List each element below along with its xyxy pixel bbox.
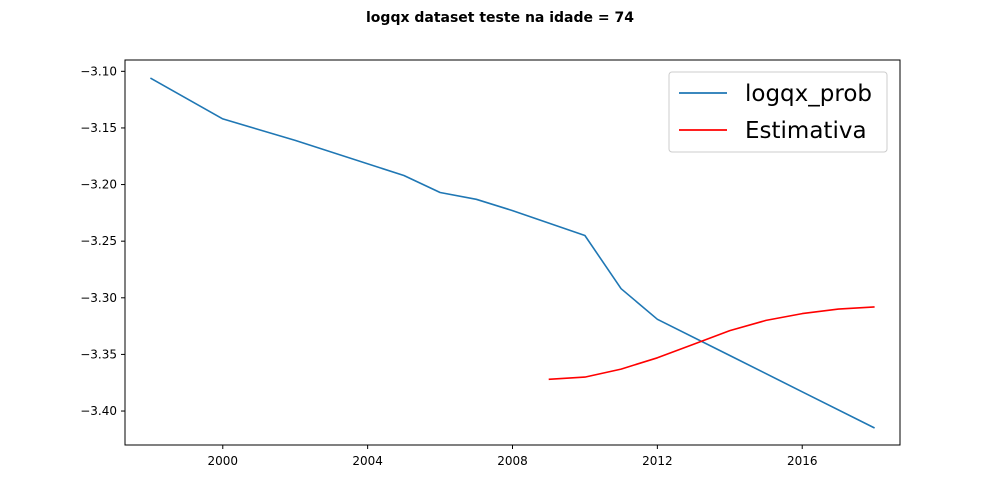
y-tick-label: −3.20	[80, 178, 117, 192]
y-tick-label: −3.10	[80, 64, 117, 78]
chart-title: logqx dataset teste na idade = 74	[366, 10, 634, 26]
series-line-estimativa	[548, 306, 875, 381]
x-tick-label: 2000	[208, 454, 239, 468]
y-tick-label: −3.30	[80, 291, 117, 305]
y-tick-label: −3.35	[80, 347, 117, 361]
plot-area: 2000 2004 2008 2012 2016 −3.10 −3.15 −3.20 −3.25…	[80, 59, 901, 468]
legend-label: Estimativa	[745, 118, 867, 144]
x-tick-label: 2004	[352, 454, 383, 468]
y-tick-label: −3.40	[80, 404, 117, 418]
y-tick-label: −3.15	[80, 121, 117, 135]
series-line-logqx-prob	[150, 77, 875, 429]
x-tick-label: 2012	[642, 454, 673, 468]
legend-label: logqx_prob	[745, 81, 872, 107]
x-tick-label: 2016	[787, 454, 818, 468]
x-tick-label: 2008	[497, 454, 528, 468]
legend-box	[668, 71, 888, 153]
y-tick-label: −3.25	[80, 234, 117, 248]
